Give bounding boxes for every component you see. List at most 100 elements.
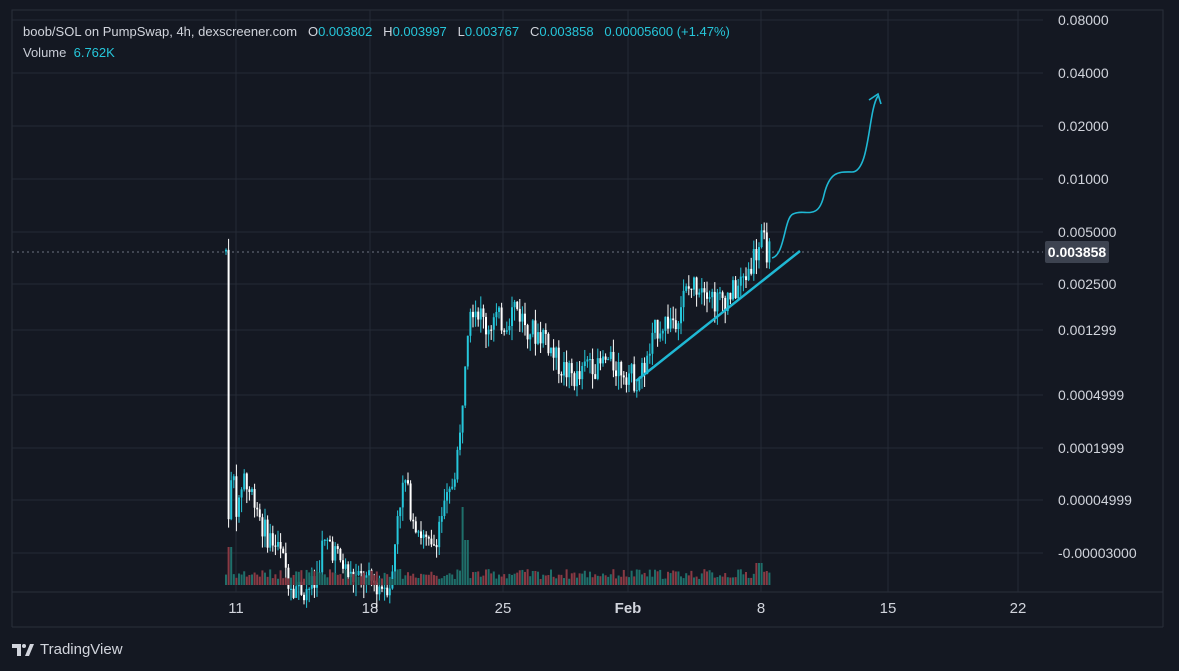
- volume-bar: [682, 578, 685, 585]
- volume-bar: [357, 576, 360, 585]
- candle-body: [290, 588, 292, 591]
- volume-bar: [596, 575, 599, 585]
- candle-body: [700, 288, 703, 293]
- plot-border: [11, 9, 1164, 593]
- candle-body: [235, 476, 238, 517]
- tradingview-logo[interactable]: TradingView: [12, 641, 123, 658]
- candle-body: [563, 362, 565, 376]
- candle-body: [539, 332, 542, 344]
- candle-body: [581, 366, 584, 380]
- candle-body: [258, 509, 261, 518]
- candle-body: [513, 301, 516, 308]
- volume-bar: [360, 576, 363, 585]
- candle-body: [477, 311, 480, 320]
- volume-bar: [396, 569, 399, 585]
- volume-bar: [635, 569, 638, 585]
- candle-body: [386, 587, 389, 596]
- projection-path: [771, 95, 879, 259]
- volume-bar: [287, 578, 290, 585]
- volume-bar: [368, 575, 370, 585]
- candle-body: [448, 488, 451, 493]
- candle-body: [589, 358, 591, 361]
- close-label: C: [529, 24, 540, 39]
- candle-body: [716, 292, 719, 312]
- volume-bar: [326, 577, 329, 585]
- candle-body: [560, 373, 563, 376]
- volume-bar: [690, 570, 693, 585]
- volume-bar: [321, 574, 324, 585]
- candle-body: [422, 534, 425, 538]
- volume-bar: [266, 576, 269, 585]
- ohlc-legend: boob/SOL on PumpSwap, 4h, dexscreener.co…: [23, 24, 730, 39]
- candle-body: [555, 347, 558, 358]
- volume-bar: [477, 571, 480, 585]
- candle-body: [729, 292, 732, 300]
- candle-body: [409, 483, 412, 520]
- volume-bar: [339, 574, 342, 585]
- volume-bar: [245, 576, 248, 585]
- volume-bar: [518, 570, 521, 585]
- volume-bar: [734, 577, 737, 585]
- candle-body: [414, 521, 417, 533]
- volume-bar: [550, 569, 552, 585]
- candle-body: [238, 497, 240, 517]
- volume-bar: [576, 577, 578, 585]
- volume-bar: [661, 578, 664, 585]
- volume-bar: [643, 572, 646, 585]
- candle-body: [427, 536, 430, 539]
- volume-bar: [386, 574, 389, 585]
- volume-bar: [274, 574, 277, 585]
- volume-bar: [630, 570, 633, 585]
- volume-bar: [399, 569, 402, 585]
- volume-bar: [648, 569, 651, 585]
- projection-arrowhead: [868, 92, 882, 105]
- candle-body: [440, 516, 443, 522]
- volume-bar: [420, 573, 422, 585]
- volume-bar: [271, 578, 274, 585]
- volume-bar: [308, 572, 311, 585]
- volume-bar: [664, 578, 667, 585]
- volume-bar: [537, 571, 539, 585]
- candle-body: [232, 476, 235, 481]
- volume-bar: [713, 577, 716, 585]
- volume-bar: [737, 569, 740, 585]
- candle-body: [420, 531, 422, 538]
- volume-bar: [578, 573, 581, 585]
- volume-bar: [459, 570, 461, 585]
- volume-bar: [529, 576, 532, 585]
- volume-bar: [448, 573, 451, 585]
- volume-bar: [768, 572, 771, 585]
- volume-bar: [347, 578, 350, 585]
- candle-body: [768, 241, 771, 263]
- candle-body: [721, 292, 724, 298]
- volume-bar: [292, 574, 295, 585]
- volume-bar: [407, 572, 409, 585]
- candle-body: [732, 280, 734, 300]
- candle-body: [599, 358, 602, 364]
- volume-bar: [703, 569, 706, 585]
- candle-body: [612, 351, 615, 371]
- candle-body: [438, 521, 441, 548]
- candle-body: [383, 587, 386, 589]
- candle-body: [251, 489, 253, 492]
- volume-bar: [243, 571, 246, 585]
- candle-body: [357, 571, 360, 575]
- volume-bar: [300, 570, 303, 585]
- candle-body: [451, 486, 454, 489]
- candle-body: [435, 544, 438, 548]
- candle-body: [724, 297, 727, 312]
- volume-bar: [313, 571, 316, 585]
- candle-body: [617, 361, 620, 377]
- candle-body: [570, 363, 573, 374]
- x-tick-label: 11: [228, 600, 244, 617]
- candle-body: [396, 516, 399, 545]
- volume-bar: [485, 569, 487, 585]
- candle-body: [747, 268, 750, 281]
- open-value: 0.003802: [318, 24, 373, 39]
- candle-body: [573, 373, 576, 387]
- candle-body: [511, 307, 513, 326]
- candle-body: [615, 370, 617, 377]
- candle-body: [726, 292, 729, 312]
- candle-body: [654, 319, 656, 333]
